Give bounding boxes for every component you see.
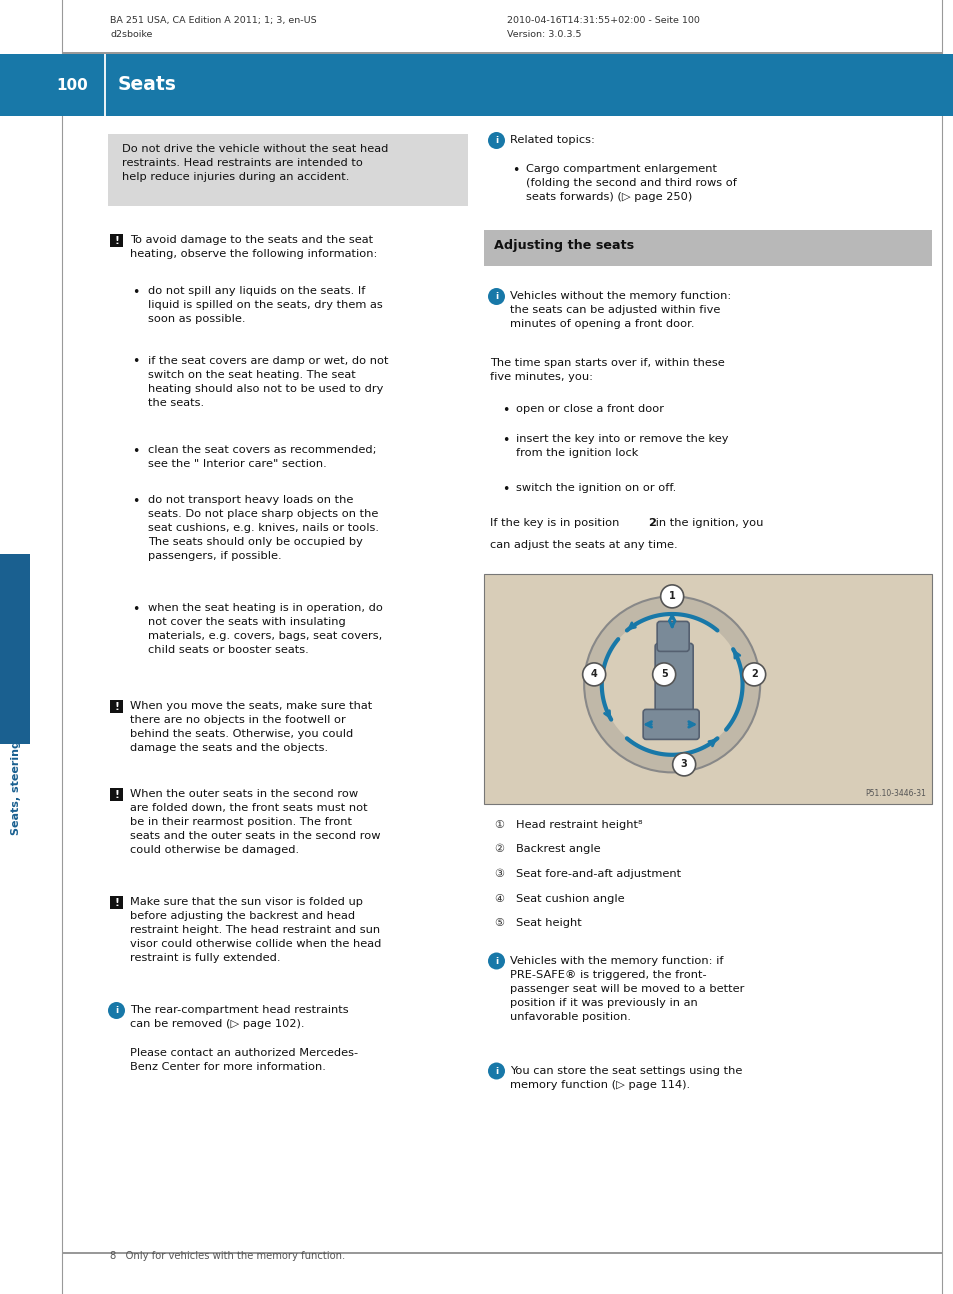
Text: 2010-04-16T14:31:55+02:00 - Seite 100: 2010-04-16T14:31:55+02:00 - Seite 100	[506, 16, 700, 25]
Bar	[62, 52, 941, 54]
Text: ④: ④	[494, 893, 503, 903]
Circle shape	[660, 585, 683, 608]
Text: •: •	[501, 483, 509, 496]
Circle shape	[741, 663, 765, 686]
Text: ③: ③	[494, 870, 503, 879]
Bar	[0, 54, 953, 116]
Text: !: !	[114, 701, 119, 712]
Text: •: •	[501, 404, 509, 417]
Text: Adjusting the seats: Adjusting the seats	[494, 238, 634, 251]
Text: Seat cushion angle: Seat cushion angle	[516, 893, 624, 903]
Text: 2: 2	[647, 518, 656, 528]
Text: Seats: Seats	[118, 75, 176, 94]
Text: 8   Only for vehicles with the memory function.: 8 Only for vehicles with the memory func…	[110, 1251, 345, 1260]
FancyBboxPatch shape	[657, 621, 688, 651]
Text: Seat height: Seat height	[516, 917, 581, 928]
Bar	[483, 575, 931, 804]
Text: Cargo compartment enlargement
(folding the second and third rows of
seats forwar: Cargo compartment enlargement (folding t…	[525, 164, 736, 202]
Text: When you move the seats, make sure that
there are no objects in the footwell or
: When you move the seats, make sure that …	[130, 701, 372, 753]
Text: The time span starts over if, within these
five minutes, you:: The time span starts over if, within the…	[490, 358, 724, 382]
Bar	[104, 54, 106, 116]
Text: P51.10-3446-31: P51.10-3446-31	[864, 789, 925, 798]
Text: 100: 100	[56, 78, 88, 92]
Text: d2sboike: d2sboike	[110, 30, 152, 39]
Text: 1: 1	[668, 591, 675, 602]
Text: Head restraint height⁸: Head restraint height⁸	[516, 820, 641, 829]
Bar	[108, 135, 468, 206]
Text: •: •	[132, 356, 139, 369]
Text: ⑤: ⑤	[494, 917, 503, 928]
Text: You can store the seat settings using the
memory function (▷ page 114).: You can store the seat settings using th…	[510, 1065, 741, 1090]
Text: can adjust the seats at any time.: can adjust the seats at any time.	[490, 540, 677, 550]
Circle shape	[652, 663, 675, 686]
Text: Related topics:: Related topics:	[510, 135, 595, 145]
Bar	[110, 895, 123, 908]
Text: !: !	[114, 898, 119, 907]
Text: do not spill any liquids on the seats. If
liquid is spilled on the seats, dry th: do not spill any liquids on the seats. I…	[148, 286, 382, 324]
Circle shape	[672, 753, 695, 776]
Circle shape	[488, 132, 504, 149]
Text: ②: ②	[494, 845, 503, 854]
Text: do not transport heavy loads on the
seats. Do not place sharp objects on the
sea: do not transport heavy loads on the seat…	[148, 494, 378, 560]
Text: i: i	[495, 1066, 497, 1075]
Text: To avoid damage to the seats and the seat
heating, observe the following informa: To avoid damage to the seats and the sea…	[130, 236, 377, 259]
Text: open or close a front door: open or close a front door	[516, 404, 663, 414]
Circle shape	[488, 289, 504, 305]
Text: Backrest angle: Backrest angle	[516, 845, 600, 854]
Text: clean the seat covers as recommended;
see the " Interior care" section.: clean the seat covers as recommended; se…	[148, 445, 376, 468]
Text: The rear-compartment head restraints
can be removed (▷ page 102).: The rear-compartment head restraints can…	[130, 1005, 348, 1029]
Text: i: i	[495, 292, 497, 302]
Text: 4: 4	[590, 669, 597, 679]
Circle shape	[582, 663, 605, 686]
Text: !: !	[114, 789, 119, 800]
FancyBboxPatch shape	[642, 709, 699, 739]
Text: •: •	[132, 286, 139, 299]
Text: When the outer seats in the second row
are folded down, the front seats must not: When the outer seats in the second row a…	[130, 789, 380, 855]
Text: 2: 2	[750, 669, 757, 679]
Text: i: i	[495, 136, 497, 145]
Text: Seat fore-and-aft adjustment: Seat fore-and-aft adjustment	[516, 870, 680, 879]
Circle shape	[488, 952, 504, 969]
Text: Do not drive the vehicle without the seat head
restraints. Head restraints are i: Do not drive the vehicle without the sea…	[122, 144, 388, 182]
Text: Seats, steering wheel and mirrors: Seats, steering wheel and mirrors	[11, 622, 21, 836]
Text: !: !	[114, 236, 119, 246]
Text: i: i	[495, 956, 497, 965]
Text: in the ignition, you: in the ignition, you	[651, 518, 762, 528]
Circle shape	[583, 597, 760, 773]
Text: If the key is in position: If the key is in position	[490, 518, 622, 528]
Text: •: •	[132, 494, 139, 507]
Bar	[110, 788, 123, 801]
Text: •: •	[501, 433, 509, 446]
Circle shape	[601, 615, 741, 754]
FancyBboxPatch shape	[655, 643, 693, 717]
Text: Make sure that the sun visor is folded up
before adjusting the backrest and head: Make sure that the sun visor is folded u…	[130, 897, 381, 963]
Text: ①: ①	[494, 820, 503, 829]
Text: if the seat covers are damp or wet, do not
switch on the seat heating. The seat
: if the seat covers are damp or wet, do n…	[148, 356, 388, 408]
Text: Please contact an authorized Mercedes-
Benz Center for more information.: Please contact an authorized Mercedes- B…	[130, 1048, 357, 1071]
Text: Vehicles with the memory function: if
PRE-SAFE® is triggered, the front-
passeng: Vehicles with the memory function: if PR…	[510, 955, 743, 1021]
Text: •: •	[512, 164, 518, 177]
Text: Version: 3.0.3.5: Version: 3.0.3.5	[506, 30, 581, 39]
Bar	[483, 230, 931, 267]
Bar	[62, 1253, 941, 1254]
Text: 5: 5	[660, 669, 667, 679]
Text: •: •	[132, 445, 139, 458]
Text: Vehicles without the memory function:
the seats can be adjusted within five
minu: Vehicles without the memory function: th…	[510, 291, 731, 329]
Text: when the seat heating is in operation, do
not cover the seats with insulating
ma: when the seat heating is in operation, d…	[148, 603, 382, 655]
Text: BA 251 USA, CA Edition A 2011; 1; 3, en-US: BA 251 USA, CA Edition A 2011; 1; 3, en-…	[110, 16, 316, 25]
Bar	[0, 554, 30, 744]
Text: 3: 3	[680, 760, 687, 770]
Text: i: i	[114, 1005, 118, 1014]
Text: •: •	[132, 603, 139, 616]
Circle shape	[108, 1002, 125, 1018]
Circle shape	[488, 1062, 504, 1079]
Text: switch the ignition on or off.: switch the ignition on or off.	[516, 483, 676, 493]
Text: insert the key into or remove the key
from the ignition lock: insert the key into or remove the key fr…	[516, 433, 728, 458]
Bar	[110, 700, 123, 713]
Bar	[110, 234, 123, 247]
